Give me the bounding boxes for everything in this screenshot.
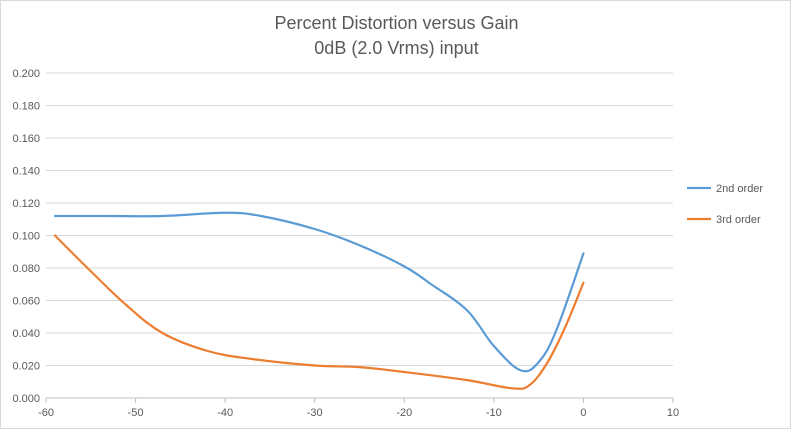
x-tick-label: -10 — [486, 407, 502, 419]
x-tick-label: 0 — [580, 407, 586, 419]
y-tick-label: 0.160 — [12, 133, 40, 145]
y-tick-label: 0.180 — [12, 101, 40, 113]
legend-label: 3rd order — [716, 214, 761, 226]
gridlines — [46, 72, 673, 366]
legend-label: 2nd order — [716, 183, 763, 195]
axes: 0.000 0.020 0.040 0.060 0.080 0.100 0.120 0.140… — [12, 68, 679, 419]
x-tick-label: 10 — [667, 407, 679, 419]
y-tick-label: 0.000 — [12, 393, 40, 405]
series-line-2nd-order — [53, 211, 585, 373]
x-tick-label: -60 — [38, 407, 54, 419]
y-tick-label: 0.200 — [12, 68, 40, 80]
y-tick-label: 0.120 — [12, 198, 40, 210]
chart-subtitle: 0dB (2.0 Vrms) input — [314, 38, 479, 58]
y-tick-label: 0.080 — [12, 263, 40, 275]
plot-series — [53, 211, 585, 390]
y-tick-label: 0.100 — [12, 231, 40, 243]
y-tick-label: 0.040 — [12, 328, 40, 340]
y-tick-label: 0.060 — [12, 296, 40, 308]
x-tick-label: -30 — [307, 407, 323, 419]
x-tick-label: -50 — [128, 407, 144, 419]
y-tick-label: 0.140 — [12, 166, 40, 178]
chart-title: Percent Distortion versus Gain — [274, 13, 519, 33]
x-tick-label: -40 — [217, 407, 233, 419]
x-tick-label: -20 — [396, 407, 412, 419]
legend: 2nd order 3rd order — [687, 183, 763, 226]
series-line-3rd-order — [53, 234, 585, 390]
y-tick-label: 0.020 — [12, 361, 40, 373]
